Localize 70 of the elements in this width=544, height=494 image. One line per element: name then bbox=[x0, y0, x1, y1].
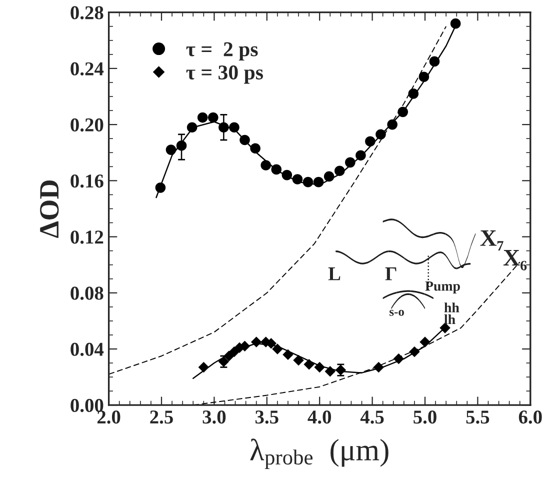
x-tick-label: 4.0 bbox=[308, 410, 332, 424]
point bbox=[293, 354, 304, 366]
point bbox=[292, 174, 303, 184]
y-tick-label: 0.16 bbox=[70, 174, 104, 188]
annotation: Γ bbox=[385, 267, 396, 280]
point bbox=[271, 164, 282, 175]
point bbox=[314, 362, 325, 373]
point bbox=[408, 88, 419, 99]
annotation: lh bbox=[444, 314, 456, 324]
point bbox=[197, 112, 208, 123]
y-tick-label: 0.04 bbox=[70, 342, 104, 356]
legend-label: τ = 30 ps bbox=[186, 65, 263, 84]
y-tick-label: 0.00 bbox=[70, 398, 104, 412]
point bbox=[356, 150, 366, 161]
x-tick-label: 2.5 bbox=[150, 410, 173, 424]
point bbox=[218, 122, 229, 133]
x-tick-label: 5.5 bbox=[466, 410, 490, 424]
point bbox=[365, 136, 376, 147]
annotation: hh bbox=[444, 302, 460, 312]
point bbox=[282, 170, 292, 180]
x-tick-label: 6.0 bbox=[518, 410, 542, 424]
point bbox=[429, 56, 440, 67]
point bbox=[208, 112, 218, 123]
legend-label: τ = 2 ps bbox=[186, 42, 258, 61]
point bbox=[418, 72, 430, 82]
point bbox=[272, 344, 283, 354]
point bbox=[409, 346, 420, 358]
point bbox=[304, 359, 314, 370]
point bbox=[229, 122, 240, 133]
point bbox=[393, 353, 404, 364]
x-tick-label: 3.5 bbox=[255, 410, 278, 424]
point bbox=[155, 182, 166, 193]
x-tick-label: 4.5 bbox=[360, 410, 384, 424]
annotation: X₇ bbox=[480, 230, 504, 250]
point bbox=[387, 119, 398, 130]
x-tick-label: 5.0 bbox=[414, 410, 436, 424]
point bbox=[250, 143, 260, 154]
point bbox=[324, 366, 336, 377]
point bbox=[440, 322, 450, 334]
point bbox=[198, 362, 210, 373]
y-tick-label: 0.08 bbox=[70, 286, 104, 300]
point bbox=[398, 106, 408, 118]
annotation: Pump bbox=[425, 282, 460, 294]
y-tick-label: 0.12 bbox=[70, 230, 104, 244]
point bbox=[186, 122, 198, 133]
y-axis-title: ΔOD bbox=[40, 180, 59, 238]
x-axis-title: λ$_{probe}$ (μm) bbox=[250, 438, 388, 469]
point bbox=[166, 144, 176, 155]
point bbox=[345, 157, 356, 168]
point bbox=[420, 336, 430, 348]
point bbox=[260, 160, 271, 170]
y-tick-label: 0.28 bbox=[70, 6, 104, 20]
point bbox=[313, 176, 324, 188]
annotation: L bbox=[328, 267, 340, 280]
y-tick-label: 0.24 bbox=[70, 62, 104, 76]
x-tick-label: 3.0 bbox=[202, 410, 226, 424]
point bbox=[324, 171, 334, 182]
point bbox=[376, 129, 386, 140]
y-tick-label: 0.20 bbox=[70, 118, 104, 132]
point bbox=[176, 140, 187, 151]
point bbox=[334, 166, 345, 176]
point bbox=[373, 362, 384, 373]
point bbox=[240, 134, 250, 146]
x-tick-label: 2.0 bbox=[97, 410, 120, 424]
annotation: X₆ bbox=[503, 250, 527, 270]
point bbox=[250, 336, 262, 348]
annotation: s-o bbox=[390, 310, 404, 316]
point bbox=[302, 176, 314, 188]
point bbox=[282, 349, 294, 360]
point bbox=[450, 18, 461, 29]
